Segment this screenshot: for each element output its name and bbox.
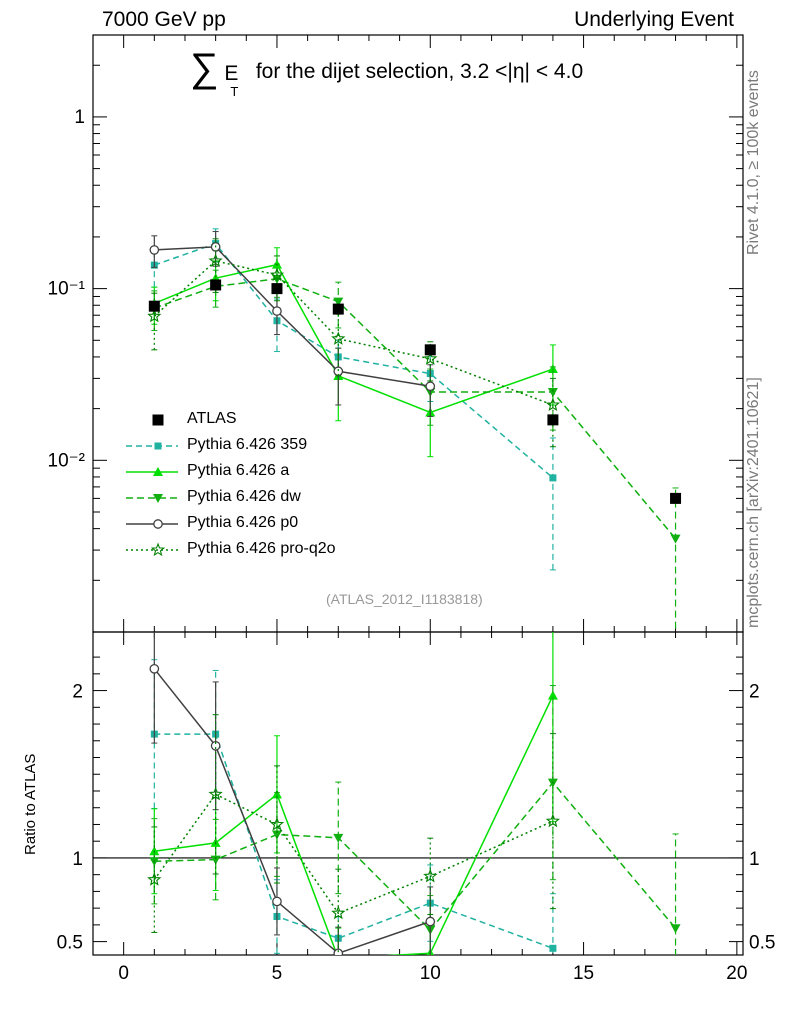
ratio-y-tick-label-right: 1 [749, 849, 760, 870]
ratio-point [147, 872, 162, 886]
legend-marker-atlas [152, 414, 164, 426]
legend-label: Pythia 6.426 a [187, 462, 290, 479]
atlas-data-point [670, 492, 682, 504]
legend [126, 414, 178, 557]
main-y-tick-label: 10⁻¹ [48, 279, 86, 300]
legend-label: Pythia 6.426 dw [187, 488, 301, 505]
atlas-data-point [271, 283, 283, 295]
mcplots-source-label: mcplots.cern.ch [arXiv:2401.10621] [745, 377, 762, 628]
ratio-point [210, 740, 221, 751]
title-e: E [224, 62, 239, 86]
series-point [208, 253, 223, 268]
ratio-y-tick-label-right: 0.5 [749, 933, 775, 954]
series-point [149, 245, 160, 255]
legend-label: Pythia 6.426 p0 [187, 514, 299, 531]
legend-marker [153, 519, 163, 529]
atlas-data-point [210, 279, 222, 291]
ratio-series-line [154, 781, 677, 932]
plot-title: ∑ ET for the dijet selection, 3.2 <|η| <… [190, 46, 584, 99]
title-subscript: T [230, 84, 239, 100]
x-tick-label: 0 [118, 963, 129, 984]
ratio-y-tick-label-right: 2 [749, 682, 760, 703]
series-point [272, 306, 282, 316]
legend-label: ATLAS [187, 410, 237, 427]
ratio-point [208, 786, 223, 801]
header-process: Underlying Event [574, 8, 734, 31]
ratio-y-axis-label: Ratio to ATLAS [22, 753, 39, 855]
atlas-data-point [424, 344, 436, 356]
series-point [147, 308, 162, 323]
ratio-point [545, 813, 561, 828]
ratio-point [423, 868, 438, 883]
series-point [331, 331, 346, 345]
series-point [670, 534, 681, 544]
series-line [154, 263, 554, 414]
ratio-series-line [154, 695, 554, 955]
legend-label: Pythia 6.426 pro-q2o [187, 540, 336, 557]
ratio-point [425, 916, 436, 927]
atlas-data-point [332, 303, 344, 315]
legend-marker [153, 467, 163, 476]
series-point [547, 387, 558, 397]
ratio-y-tick-label: 2 [72, 682, 83, 703]
rivet-version-label: Rivet 4.1.0, ≥ 100k events [745, 70, 762, 255]
series-line [154, 246, 431, 387]
ratio-point [269, 817, 285, 831]
series-line [153, 260, 554, 406]
ratio-point [547, 690, 558, 700]
legend-marker [154, 442, 162, 450]
x-tick-label: 10 [420, 963, 441, 984]
series-point [549, 474, 557, 482]
ratio-point [670, 924, 681, 934]
x-tick-label: 5 [272, 963, 283, 984]
x-tick-label: 15 [573, 963, 594, 984]
series-point [425, 381, 436, 392]
ratio-panel: 0.5 0.51 12 20 5 10 15 20 [57, 631, 775, 984]
ratio-frame [92, 631, 744, 956]
ratio-point [210, 855, 221, 865]
header-energy: 7000 GeV pp [102, 8, 226, 31]
ratio-plot-area [147, 632, 681, 955]
atlas-data-point [148, 300, 160, 312]
series-point [269, 267, 285, 282]
series-point [545, 397, 561, 411]
ratio-point [149, 663, 160, 674]
main-y-tick-label: 1 [74, 107, 85, 128]
ratio-point [331, 905, 346, 920]
analysis-id: (ATLAS_2012_I1183818) [326, 591, 483, 607]
ratio-point [333, 833, 344, 843]
legend-marker [153, 494, 163, 503]
main-panel: 1 10⁻¹ 10⁻² [48, 34, 744, 633]
ratio-point [549, 944, 557, 952]
series-point [333, 297, 344, 307]
main-plot-area [147, 228, 682, 632]
title-text: for the dijet selection, 3.2 <|η| < 4.0 [255, 60, 584, 84]
ratio-y-tick-label: 1 [72, 849, 83, 870]
series-point [423, 351, 438, 365]
legend-marker [150, 542, 166, 557]
ratio-y-tick-label: 0.5 [57, 933, 83, 954]
ratio-point [272, 896, 282, 907]
legend-label: Pythia 6.426 359 [187, 436, 308, 453]
ratio-point [271, 830, 282, 840]
atlas-data-point [547, 414, 559, 426]
title-sum-symbol: ∑ [190, 46, 219, 90]
ratio-series-line [153, 668, 431, 955]
main-y-tick-label: 10⁻² [48, 450, 86, 471]
x-tick-label: 20 [726, 963, 747, 984]
